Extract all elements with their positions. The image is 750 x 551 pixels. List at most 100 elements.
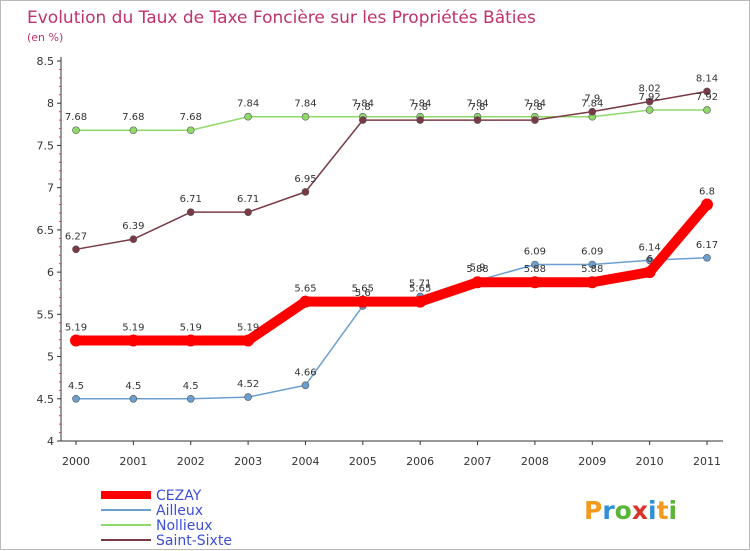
data-label: 5.19	[237, 323, 259, 334]
data-point	[586, 276, 599, 289]
data-label: 7.84	[352, 99, 374, 110]
y-tick-label: 4.5	[37, 393, 55, 406]
data-label: 6.09	[581, 247, 603, 258]
data-label: 4.5	[68, 381, 84, 392]
series-line	[75, 90, 708, 251]
data-label: 6	[646, 254, 652, 265]
data-point	[588, 107, 597, 116]
data-label: 7.92	[639, 92, 661, 103]
data-label: 7.92	[696, 92, 718, 103]
data-point	[645, 97, 654, 106]
data-point	[528, 276, 541, 289]
data-point	[301, 112, 310, 121]
x-tick-label: 2008	[521, 455, 549, 468]
data-label: 6.8	[699, 187, 715, 198]
x-tick-label: 2001	[119, 455, 147, 468]
data-point	[356, 295, 369, 308]
data-point	[70, 334, 82, 347]
data-label: 6.14	[639, 242, 661, 253]
x-tick-label: 2006	[406, 455, 434, 468]
x-tick-label: 2000	[62, 455, 90, 468]
data-label: 5.19	[122, 323, 144, 334]
data-label: 4.5	[125, 381, 141, 392]
data-point	[531, 116, 539, 124]
data-point	[703, 106, 711, 114]
data-label: 5.65	[294, 284, 316, 295]
data-point	[186, 394, 195, 403]
data-label: 7.8	[470, 102, 486, 113]
data-label: 5.65	[352, 284, 374, 295]
data-label: 4.66	[294, 367, 316, 378]
data-label: 5.71	[409, 279, 431, 290]
data-point	[129, 235, 138, 243]
data-label: 6.71	[237, 194, 259, 205]
data-point	[359, 116, 367, 124]
data-point	[588, 260, 597, 269]
y-tick-label: 5.5	[37, 308, 55, 321]
data-point	[129, 126, 138, 135]
x-tick-label: 2011	[693, 455, 721, 468]
data-point	[72, 126, 80, 135]
data-label: 7.68	[122, 112, 144, 123]
data-label: 6.17	[696, 240, 718, 251]
x-tick-label: 2003	[234, 455, 262, 468]
data-label: 5.88	[524, 264, 546, 275]
data-label: 7.9	[584, 94, 600, 105]
y-tick-label: 7.5	[37, 139, 55, 152]
data-label: 7.84	[524, 99, 546, 110]
data-point	[473, 116, 482, 124]
y-axis-unit: (en %)	[27, 31, 63, 44]
data-point	[72, 394, 80, 403]
x-tick-label: 2010	[636, 455, 664, 468]
data-label: 6.71	[180, 194, 202, 205]
x-tick-label: 2007	[464, 455, 492, 468]
data-point	[414, 295, 427, 308]
legend-label: CEZAY	[156, 488, 202, 504]
series-nollieux	[72, 106, 711, 135]
proxiti-logo-text: Proxiti	[584, 496, 677, 525]
data-label: 5.9	[470, 263, 486, 274]
data-point	[703, 253, 711, 262]
series-line	[71, 199, 712, 346]
data-label: 7.84	[237, 99, 259, 110]
data-point	[129, 394, 138, 403]
data-label: 8.02	[639, 84, 661, 95]
y-tick-label: 8	[47, 97, 54, 110]
x-tick-label: 2009	[578, 455, 606, 468]
data-point	[301, 381, 310, 390]
data-point	[703, 87, 711, 96]
x-tick-label: 2004	[291, 455, 319, 468]
proxiti-logo: Proxiti	[584, 496, 677, 525]
data-label: 7.68	[180, 112, 202, 123]
data-point	[471, 276, 484, 289]
data-point	[244, 393, 252, 401]
data-label: 7.84	[294, 99, 316, 110]
chart-title: Evolution du Taux de Taxe Foncière sur l…	[27, 8, 536, 28]
data-label: 8.14	[696, 73, 718, 84]
y-tick-label: 7	[47, 182, 54, 195]
data-labels: 5.19 5.19 5.19 5.19 5.65 5.65 5.65 5.88 5.88 5.88…	[65, 73, 718, 391]
data-label: 5.88	[466, 264, 488, 275]
data-point	[127, 334, 140, 347]
data-point	[184, 334, 197, 347]
y-tick-label: 8.5	[37, 55, 55, 68]
data-point	[244, 208, 252, 216]
data-label: 5.6	[355, 288, 371, 299]
data-label: 7.84	[409, 99, 431, 110]
legend-label: Nollieux	[156, 518, 212, 534]
data-point	[701, 198, 713, 211]
data-label: 4.5	[183, 381, 199, 392]
data-point	[186, 208, 195, 216]
data-label: 7.84	[466, 99, 488, 110]
data-label: 7.8	[355, 102, 371, 113]
data-point	[186, 126, 195, 135]
series-saint-sixte	[72, 87, 711, 254]
data-label: 5.65	[409, 284, 431, 295]
series-layer: 5.19 5.19 5.19 5.19 5.65 5.65 5.65 5.88 5.88 5.88…	[65, 73, 718, 403]
legend-label: Saint-Sixte	[156, 533, 232, 549]
y-tick-label: 5	[47, 351, 54, 364]
data-label: 5.19	[180, 323, 202, 334]
data-label: 4.52	[237, 379, 259, 390]
data-point	[645, 106, 654, 114]
